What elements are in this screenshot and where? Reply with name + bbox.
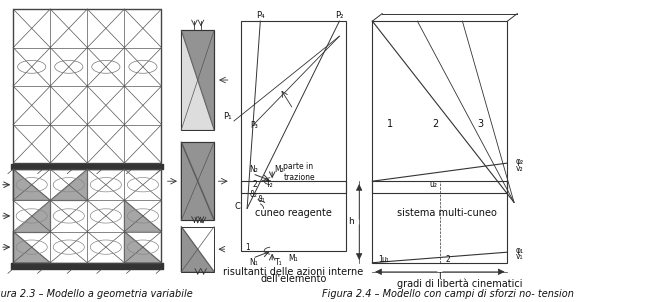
Text: T₁: T₁ bbox=[275, 258, 283, 267]
Text: P₂: P₂ bbox=[335, 11, 343, 20]
Text: 3: 3 bbox=[477, 119, 484, 130]
Polygon shape bbox=[125, 200, 161, 232]
Polygon shape bbox=[181, 30, 214, 130]
Polygon shape bbox=[181, 30, 214, 130]
Text: ϑ₂: ϑ₂ bbox=[250, 190, 258, 199]
Text: 1: 1 bbox=[387, 119, 393, 130]
Text: ϑ₁: ϑ₁ bbox=[258, 195, 266, 204]
Text: N₁: N₁ bbox=[249, 258, 258, 267]
Text: φ₂: φ₂ bbox=[515, 157, 523, 166]
Text: φ₁: φ₁ bbox=[515, 246, 523, 255]
Text: v₁: v₁ bbox=[515, 252, 523, 261]
Text: v₂: v₂ bbox=[515, 164, 523, 173]
Text: l: l bbox=[439, 271, 441, 281]
Polygon shape bbox=[181, 142, 214, 220]
Polygon shape bbox=[13, 169, 50, 200]
Text: 1: 1 bbox=[378, 255, 383, 264]
Polygon shape bbox=[125, 232, 161, 263]
Text: C: C bbox=[235, 202, 240, 211]
Text: M₁: M₁ bbox=[289, 254, 298, 263]
Polygon shape bbox=[13, 232, 50, 263]
Text: sistema multi-cuneo: sistema multi-cuneo bbox=[397, 208, 496, 218]
Text: Figura 2.3 – Modello a geometria variabile: Figura 2.3 – Modello a geometria variabi… bbox=[0, 289, 192, 300]
Text: parte in
trazione: parte in trazione bbox=[283, 162, 315, 182]
Polygon shape bbox=[181, 142, 214, 220]
Text: 2: 2 bbox=[432, 119, 438, 130]
Text: P₃: P₃ bbox=[250, 120, 258, 130]
Text: u₂: u₂ bbox=[429, 180, 438, 189]
Text: Figura 2.4 – Modello con campi di sforzi no- tension: Figura 2.4 – Modello con campi di sforzi… bbox=[322, 289, 574, 300]
Text: P₄: P₄ bbox=[256, 11, 265, 20]
Text: u₁: u₁ bbox=[382, 255, 389, 264]
Text: h: h bbox=[348, 217, 353, 226]
Text: P₁: P₁ bbox=[223, 112, 231, 121]
Text: N₂: N₂ bbox=[249, 165, 258, 174]
Text: dell'elemento: dell'elemento bbox=[260, 274, 326, 284]
Text: M₂: M₂ bbox=[274, 165, 283, 174]
Text: T₂: T₂ bbox=[266, 180, 274, 189]
Text: 2: 2 bbox=[252, 180, 258, 189]
Text: risultanti delle azioni interne: risultanti delle azioni interne bbox=[223, 267, 363, 277]
Text: gradi di libertà cinematici: gradi di libertà cinematici bbox=[397, 278, 523, 288]
Polygon shape bbox=[50, 169, 87, 200]
Text: 1: 1 bbox=[244, 243, 250, 252]
Text: 2: 2 bbox=[445, 255, 450, 264]
Polygon shape bbox=[13, 200, 50, 232]
Text: cuneo reagente: cuneo reagente bbox=[255, 208, 331, 218]
Polygon shape bbox=[181, 226, 214, 272]
